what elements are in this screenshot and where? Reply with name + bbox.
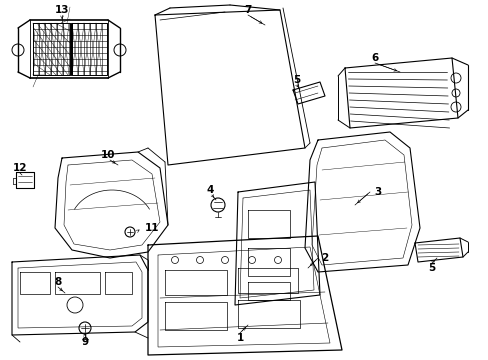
Text: 2: 2 <box>321 253 328 263</box>
Text: 11: 11 <box>144 223 159 233</box>
Text: 13: 13 <box>55 5 69 15</box>
Text: 1: 1 <box>236 333 243 343</box>
Text: 5: 5 <box>427 263 435 273</box>
Text: 10: 10 <box>101 150 115 160</box>
Text: 9: 9 <box>81 337 88 347</box>
Text: 5: 5 <box>293 75 300 85</box>
Text: 7: 7 <box>244 5 251 15</box>
Text: 4: 4 <box>206 185 213 195</box>
Text: 8: 8 <box>54 277 61 287</box>
Text: 12: 12 <box>13 163 27 173</box>
Text: 3: 3 <box>374 187 381 197</box>
Text: 6: 6 <box>370 53 378 63</box>
